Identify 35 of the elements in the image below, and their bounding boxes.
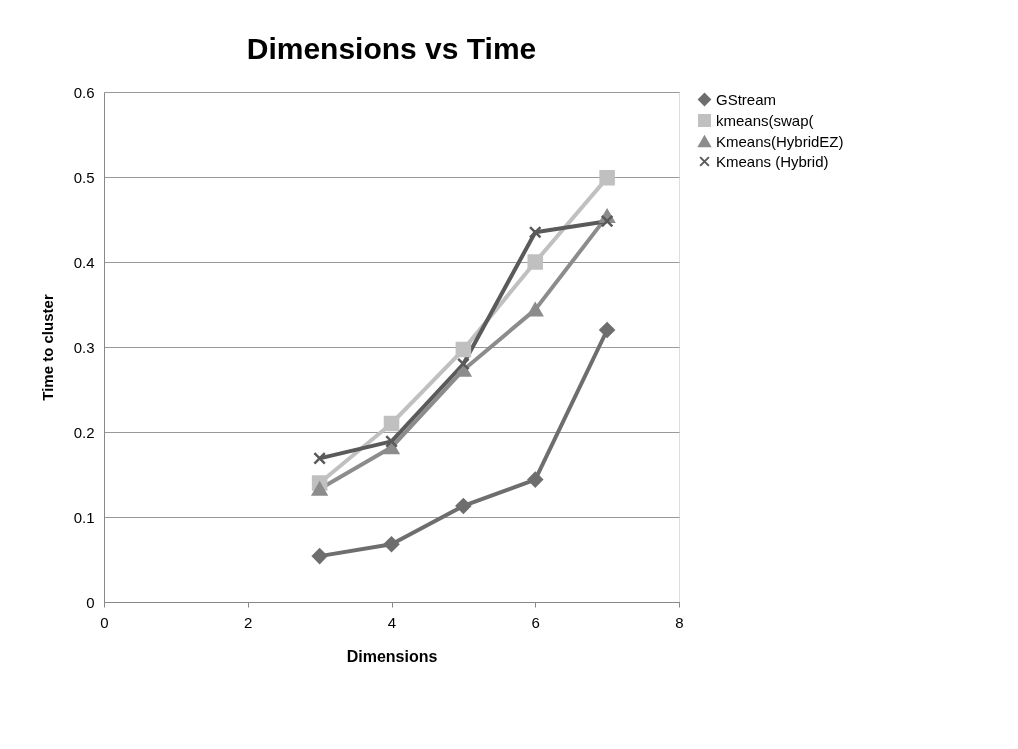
legend-label: Kmeans(HybridEZ) [716, 132, 844, 150]
y-axis-title: Time to cluster [38, 294, 56, 401]
y-tick-label: 0.6 [73, 83, 95, 101]
y-tick-label: 0.4 [73, 253, 95, 271]
x-tick-label: 6 [531, 613, 540, 631]
x-tick-label: 8 [675, 613, 684, 631]
point [383, 415, 400, 432]
point [455, 341, 472, 358]
y-tick-label: 0.1 [73, 508, 95, 526]
point [311, 548, 328, 564]
point [385, 434, 398, 448]
point [599, 170, 615, 186]
point [527, 302, 544, 317]
x-tick-label: 2 [244, 613, 253, 631]
legend-label: kmeans(swap( [716, 111, 814, 129]
y-tick-label: 0 [86, 593, 95, 611]
x-axis-title: Dimensions [346, 647, 438, 665]
point [455, 498, 472, 514]
point [311, 482, 328, 496]
y-tick-label: 0.3 [73, 338, 95, 356]
x-tick-label: 4 [387, 613, 397, 631]
point [313, 451, 327, 465]
point [527, 471, 544, 488]
x-tick-label: 0 [100, 613, 109, 631]
point [527, 254, 544, 270]
y-tick-label: 0.5 [73, 168, 95, 186]
point [383, 536, 400, 552]
chart-title: Dimensions vs Time [246, 32, 537, 65]
point [528, 225, 542, 239]
legend-label: GStream [716, 90, 777, 108]
point [599, 322, 615, 338]
y-tick-label: 0.2 [73, 423, 95, 441]
point [600, 214, 614, 228]
legend-label: Kmeans (Hybrid) [716, 152, 829, 170]
point [456, 357, 470, 371]
